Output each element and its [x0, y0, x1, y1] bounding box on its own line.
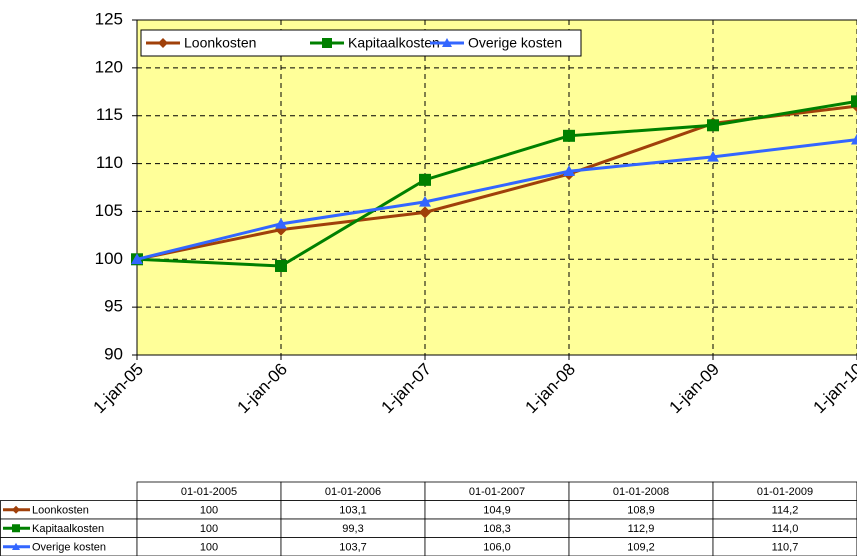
table-row-label: Loonkosten: [32, 505, 89, 517]
marker: [419, 173, 431, 186]
series-line: [136, 99, 857, 268]
table-value: 114,0: [772, 523, 799, 535]
marker: [563, 165, 575, 177]
table-value: 99,3: [342, 523, 363, 535]
table-cell: [712, 537, 857, 556]
table-row-label: Overige kosten: [32, 542, 106, 554]
marker: [275, 217, 287, 229]
marker: [851, 95, 857, 108]
table-value: 103,1: [339, 505, 367, 517]
table-value: 114,2: [772, 505, 799, 517]
table-value: 106,0: [483, 542, 511, 554]
table-value: 112,9: [628, 523, 655, 535]
table-value: 100: [200, 523, 218, 535]
y-tick-label: 90: [104, 344, 123, 363]
table-value: 100: [200, 505, 218, 517]
y-tick-label: 115: [96, 105, 123, 124]
x-tick-label: 1-jan-09: [665, 360, 723, 418]
marker: [419, 195, 431, 207]
marker: [563, 129, 575, 142]
marker: [322, 38, 332, 48]
table-row-label: Kapitaalkosten: [32, 523, 104, 535]
marker: [12, 542, 20, 550]
y-tick-label: 110: [96, 153, 123, 172]
y-tick-label: 100: [95, 249, 123, 268]
marker: [12, 524, 20, 533]
legend-label: Loonkosten: [184, 35, 256, 51]
x-tick-label: 1-jan-10: [809, 360, 857, 418]
marker: [442, 38, 452, 47]
y-tick-label: 120: [95, 57, 123, 76]
series-line: [136, 138, 857, 261]
table-header: 01-01-2007: [469, 486, 525, 498]
legend: Loonkosten Kapitaalkosten Overige kosten: [140, 29, 582, 57]
legend-label: Overige kosten: [468, 35, 562, 51]
x-tick-label: 1-jan-07: [377, 360, 435, 418]
marker: [158, 38, 168, 48]
marker: [707, 119, 719, 132]
x-tick-label: 1-jan-06: [233, 360, 291, 418]
marker: [707, 150, 719, 162]
x-tick-label: 1-jan-08: [521, 360, 579, 418]
marker: [131, 253, 143, 265]
marker: [851, 133, 857, 145]
table-header: 01-01-2005: [181, 486, 237, 498]
table-value: 100: [200, 542, 218, 554]
y-tick-label: 105: [95, 201, 123, 220]
legend-box: [140, 29, 582, 57]
y-tick-label: 95: [104, 297, 123, 316]
marker: [12, 505, 20, 514]
table-header: 01-01-2006: [325, 486, 381, 498]
legend-label: Kapitaalkosten: [348, 35, 440, 51]
x-tick-label: 1-jan-05: [89, 360, 147, 418]
table-header: 01-01-2009: [757, 486, 813, 498]
table-value: 108,9: [627, 505, 655, 517]
table-value: 103,7: [339, 542, 367, 554]
marker: [419, 206, 431, 219]
table-value: 110,7: [772, 542, 799, 554]
data-table: 01-01-2005 01-01-2006 01-01-2007 01-01-2008…: [0, 481, 857, 556]
table-value: 109,2: [627, 542, 655, 554]
table-header: 01-01-2008: [613, 486, 669, 498]
table-value: 108,3: [483, 523, 511, 535]
table-value: 104,9: [483, 505, 511, 517]
y-tick-label: 125: [95, 9, 123, 28]
marker: [275, 259, 287, 272]
